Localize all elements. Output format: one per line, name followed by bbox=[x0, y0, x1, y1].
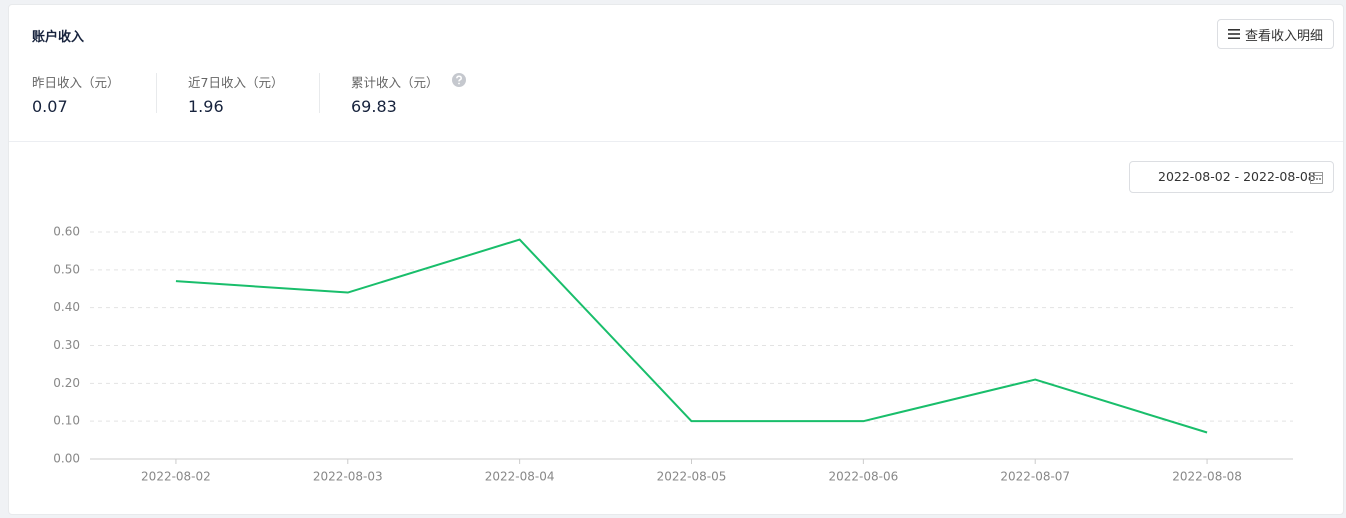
y-tick-label: 0.50 bbox=[53, 262, 80, 276]
stat-value: 69.83 bbox=[351, 97, 397, 116]
separator bbox=[156, 73, 157, 113]
data-line bbox=[175, 238, 1208, 434]
y-tick-label: 0.10 bbox=[53, 414, 80, 428]
button-text: 查看收入明细 bbox=[1244, 28, 1323, 44]
y-tick-label: 0.30 bbox=[53, 338, 80, 352]
calendar-icon bbox=[1310, 172, 1323, 184]
date-range: 2022-08-02 - 2022-08-08 bbox=[1158, 169, 1316, 184]
menu-icon bbox=[1227, 29, 1240, 39]
divider bbox=[9, 141, 1343, 142]
y-tick-label: 0.60 bbox=[53, 225, 80, 239]
y-tick-label: 0.40 bbox=[53, 300, 80, 314]
x-tick-label: 2022-08-08 bbox=[1172, 470, 1242, 484]
x-tick-label: 2022-08-07 bbox=[1000, 470, 1070, 484]
stat-label: 昨日收入（元） bbox=[32, 75, 120, 90]
detail-button[interactable]: 查看收入明细 bbox=[1217, 19, 1334, 49]
y-tick-label: 0.00 bbox=[53, 452, 80, 466]
separator bbox=[319, 73, 320, 113]
stat-value: 0.07 bbox=[32, 97, 68, 116]
x-tick-label: 2022-08-02 bbox=[141, 470, 211, 484]
x-tick-label: 2022-08-06 bbox=[828, 470, 898, 484]
date-range-picker[interactable]: 2022-08-02 - 2022-08-08 bbox=[1129, 161, 1334, 193]
x-tick-label: 2022-08-04 bbox=[485, 470, 555, 484]
stat-label: 累计收入（元） bbox=[351, 75, 439, 90]
stat-value: 1.96 bbox=[188, 97, 224, 116]
help-icon[interactable] bbox=[452, 73, 466, 87]
x-tick-label: 2022-08-05 bbox=[657, 470, 727, 484]
x-tick-label: 2022-08-03 bbox=[313, 470, 383, 484]
card-title: 账户收入 bbox=[32, 30, 85, 45]
y-tick-label: 0.20 bbox=[53, 376, 80, 390]
stat-label: 近7日收入（元） bbox=[188, 75, 284, 90]
income-card: 账户收入 查看收入明细 昨日收入（元） 0.07 近7日收入（元） 1.96 累… bbox=[8, 4, 1344, 515]
